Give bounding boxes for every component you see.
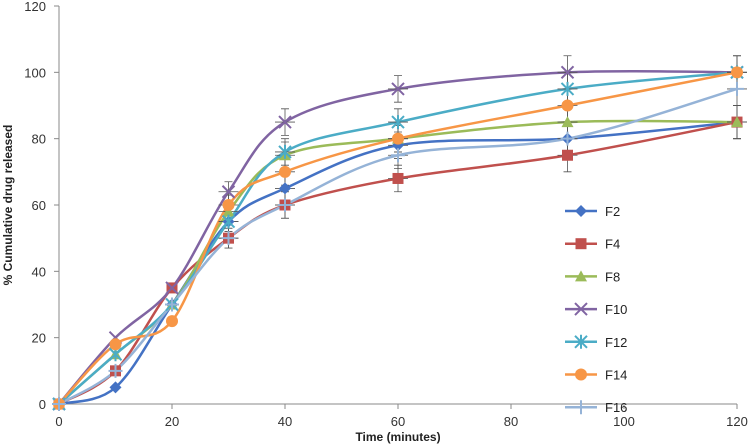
y-tick-label: 60 <box>32 198 46 213</box>
data-point-f12 <box>560 81 575 96</box>
data-point-f4 <box>392 172 404 184</box>
data-point-f10 <box>278 115 292 129</box>
y-tick-label: 20 <box>32 331 46 346</box>
data-point-f16 <box>165 297 179 312</box>
data-point-f16 <box>391 148 405 163</box>
data-point-f10 <box>391 82 405 96</box>
y-tick-label: 0 <box>39 397 46 412</box>
legend-label-f8: F8 <box>605 269 620 284</box>
legend-label-f2: F2 <box>605 204 620 219</box>
legend-label-f10: F10 <box>605 302 627 317</box>
data-point-f4 <box>562 149 573 161</box>
axes <box>58 6 737 405</box>
markers <box>52 65 744 411</box>
data-point-f2 <box>279 182 291 195</box>
x-tick-label: 80 <box>504 414 518 429</box>
data-point-f16 <box>52 397 66 411</box>
legend-marker-f4 <box>575 238 587 250</box>
legend-label-f16: F16 <box>605 400 627 415</box>
ticks: 0 20 40 60 80 100 120 0 20 40 60 80 100 120 <box>24 0 748 429</box>
data-point-f14 <box>166 315 178 328</box>
data-point-f16 <box>730 81 744 96</box>
data-point-f10 <box>221 185 236 199</box>
legend-marker-f12 <box>574 334 588 349</box>
data-point-f8 <box>561 116 574 128</box>
legend-marker-f14 <box>575 368 587 381</box>
data-point-f12 <box>391 115 405 130</box>
data-point-f14 <box>279 165 291 178</box>
y-tick-label: 80 <box>32 132 46 147</box>
x-tick-label: 60 <box>391 414 405 429</box>
data-point-f14 <box>392 132 404 145</box>
data-point-f10 <box>560 65 575 80</box>
y-tick-label: 100 <box>24 65 46 80</box>
data-point-f14 <box>222 199 235 211</box>
x-tick-label: 120 <box>726 414 748 429</box>
legend-marker-f2 <box>575 205 587 217</box>
data-point-f12 <box>278 144 292 159</box>
y-axis-title: % Cumulative drug released <box>1 125 15 286</box>
x-tick-label: 40 <box>278 414 292 429</box>
x-tick-label: 100 <box>613 414 635 429</box>
data-point-f14 <box>561 99 574 112</box>
data-point-f8 <box>731 116 743 128</box>
data-point-f16 <box>560 131 575 146</box>
y-tick-label: 120 <box>24 0 46 14</box>
legend-marker-f16 <box>574 400 588 415</box>
legend-label-f12: F12 <box>605 335 627 350</box>
x-tick-label: 0 <box>55 414 62 429</box>
legend-label-f4: F4 <box>605 237 620 252</box>
data-point-f16 <box>278 198 292 212</box>
data-point-f10 <box>165 281 179 295</box>
data-point-f12 <box>221 214 236 229</box>
x-tick-label: 20 <box>165 414 179 429</box>
y-tick-label: 40 <box>32 264 46 279</box>
data-point-f14 <box>731 66 743 79</box>
legend-label-f14: F14 <box>605 368 627 383</box>
legend-marker-f8 <box>575 270 587 282</box>
x-axis-title: Time (minutes) <box>355 430 440 444</box>
data-point-f16 <box>221 231 236 246</box>
data-point-f14 <box>109 338 122 351</box>
legend-marker-f10 <box>574 302 588 316</box>
data-point-f16 <box>108 363 123 378</box>
legend: F2 F4 F8 F10 F12 F14 F16 <box>565 204 627 415</box>
data-point-f8 <box>222 205 235 217</box>
data-point-f2 <box>109 381 122 394</box>
